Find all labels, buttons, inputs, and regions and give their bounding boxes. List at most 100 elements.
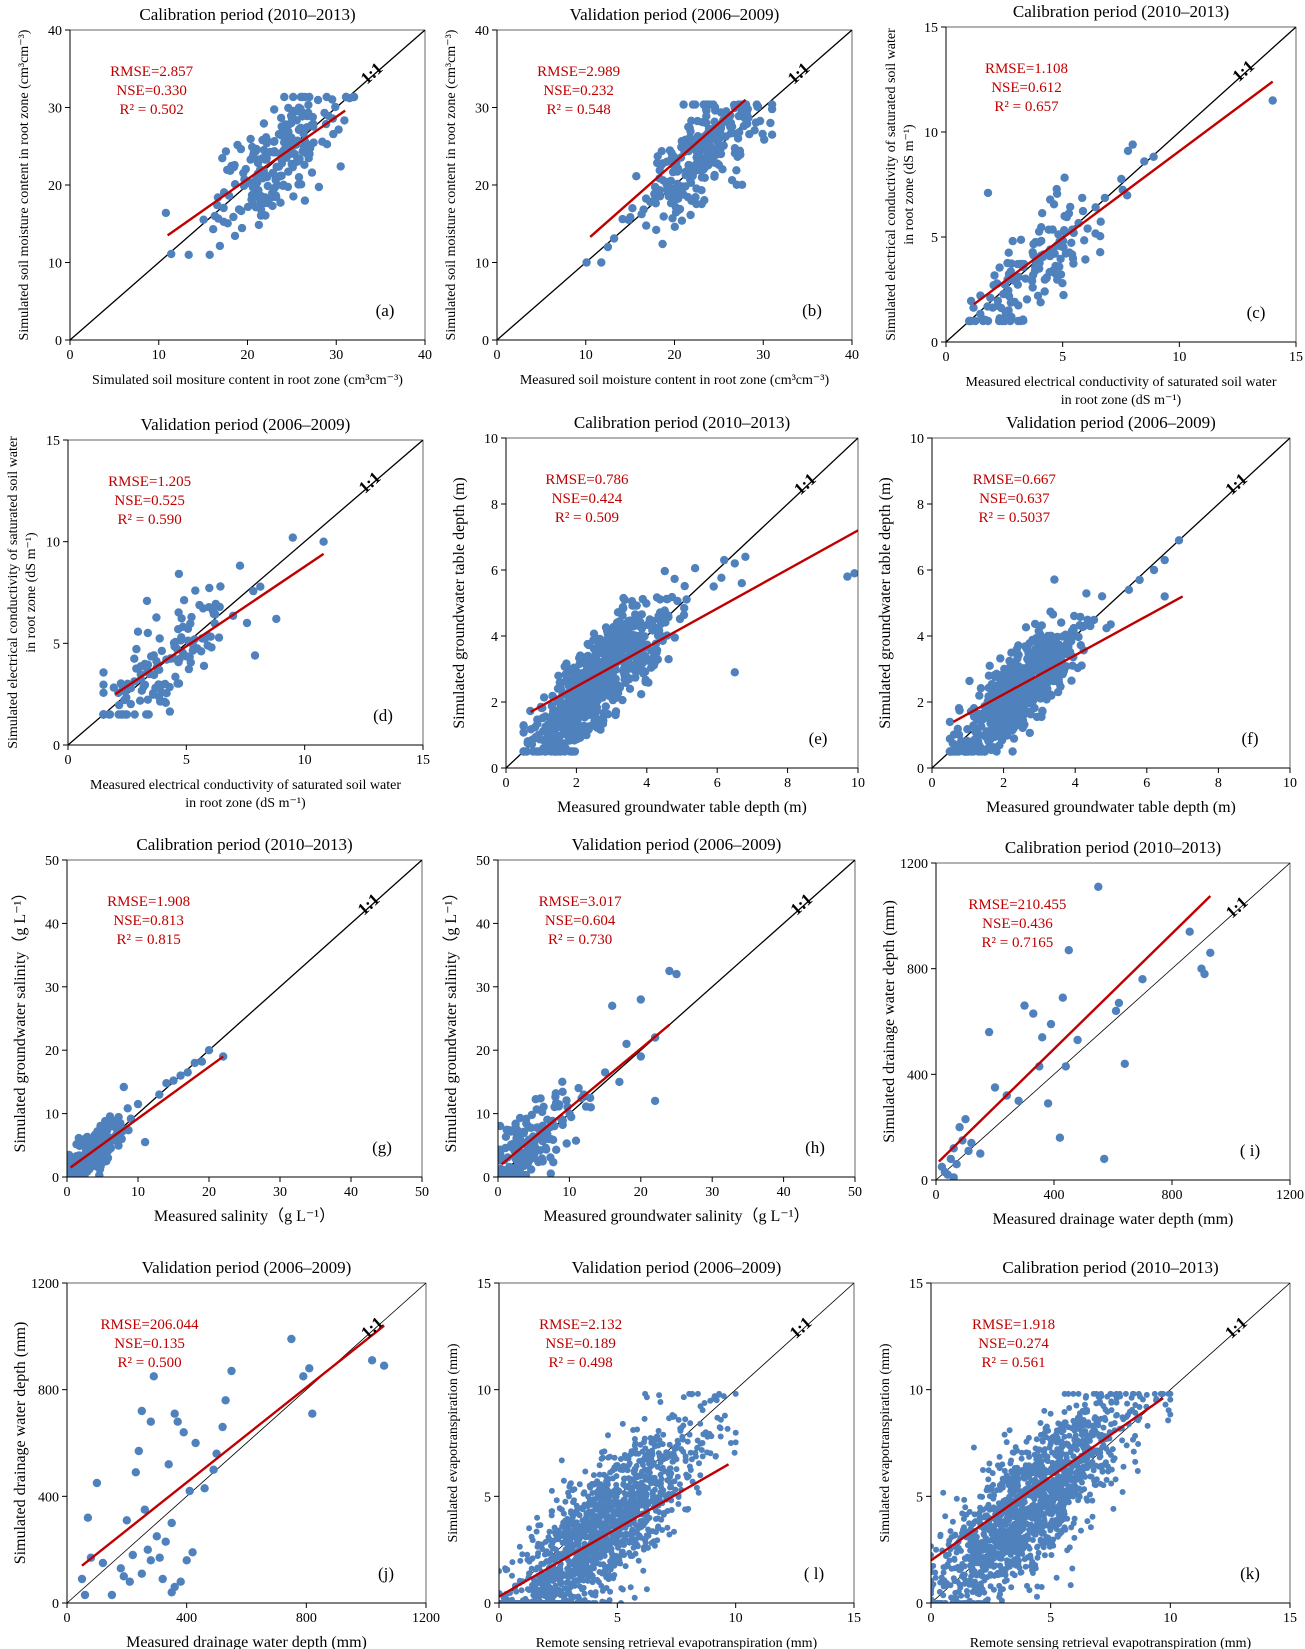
data-point bbox=[651, 1438, 658, 1445]
data-point bbox=[305, 149, 314, 159]
stat-text: RMSE=0.667 bbox=[973, 472, 1057, 488]
data-point bbox=[599, 1538, 606, 1545]
data-point bbox=[555, 1550, 562, 1557]
data-point bbox=[680, 603, 689, 613]
data-point bbox=[1028, 283, 1037, 292]
x-tick-label: 15 bbox=[1289, 350, 1303, 365]
data-point bbox=[611, 707, 621, 716]
data-point bbox=[1033, 291, 1043, 300]
data-point bbox=[675, 614, 685, 624]
data-point bbox=[1008, 747, 1017, 756]
data-point bbox=[674, 1437, 681, 1444]
x-tick-label: 30 bbox=[273, 1185, 287, 1200]
data-point bbox=[1049, 676, 1058, 686]
scatter-panel-7: Calibration period (2010–2013)0 10 20 30 40 5… bbox=[11, 835, 429, 1225]
data-point bbox=[954, 730, 964, 739]
data-point bbox=[561, 1585, 568, 1592]
data-point bbox=[684, 1474, 691, 1481]
data-point bbox=[538, 1600, 545, 1603]
data-point bbox=[130, 654, 139, 663]
data-point bbox=[602, 626, 612, 636]
data-point bbox=[732, 180, 741, 189]
data-point bbox=[582, 1468, 589, 1475]
data-point bbox=[580, 1600, 587, 1603]
data-point bbox=[1068, 1524, 1075, 1531]
data-point bbox=[623, 1491, 630, 1498]
data-point bbox=[641, 1415, 648, 1422]
y-tick-label: 1200 bbox=[31, 1277, 59, 1292]
x-tick-label: 10 bbox=[1172, 350, 1186, 365]
data-point bbox=[539, 1102, 548, 1112]
data-point bbox=[673, 1466, 680, 1473]
data-point bbox=[237, 206, 246, 216]
data-point bbox=[539, 693, 549, 702]
data-point bbox=[184, 664, 194, 674]
y-tick-label: 8 bbox=[917, 498, 924, 513]
data-point bbox=[1066, 202, 1075, 212]
data-point bbox=[600, 1068, 610, 1077]
y-axis-label: Simulated soil moisture content in root … bbox=[444, 29, 459, 340]
data-point bbox=[704, 1449, 711, 1456]
data-point bbox=[318, 137, 327, 146]
data-point bbox=[178, 622, 188, 631]
data-point bbox=[597, 1520, 604, 1527]
x-tick-label: 2 bbox=[573, 776, 580, 791]
data-point bbox=[288, 163, 297, 172]
data-point bbox=[177, 614, 186, 623]
x-tick-label: 20 bbox=[241, 348, 255, 363]
data-point bbox=[99, 688, 108, 697]
data-point bbox=[119, 1572, 128, 1581]
data-point bbox=[567, 1112, 576, 1122]
x-tick-label: 0 bbox=[495, 1185, 502, 1200]
data-point bbox=[666, 176, 676, 185]
stat-text: RMSE=206.044 bbox=[101, 1317, 200, 1333]
data-point bbox=[1038, 209, 1047, 218]
scatter-panel-6: Validation period (2006–2009)0 2 4 6 8 100246… bbox=[877, 413, 1297, 816]
data-point bbox=[1022, 644, 1031, 654]
data-point bbox=[724, 1425, 731, 1432]
x-tick-label: 0 bbox=[65, 753, 72, 768]
x-tick-label: 0 bbox=[503, 776, 510, 791]
data-point bbox=[556, 1505, 563, 1512]
data-point bbox=[1094, 882, 1103, 891]
y-tick-label: 20 bbox=[475, 179, 489, 194]
data-point bbox=[1165, 1417, 1172, 1424]
data-point bbox=[1206, 948, 1215, 957]
x-axis-label: Measured electrical conductivity of satu… bbox=[90, 778, 401, 793]
data-point bbox=[252, 174, 261, 184]
data-point bbox=[640, 1567, 647, 1574]
data-point bbox=[1087, 1524, 1094, 1531]
data-point bbox=[940, 1489, 947, 1496]
data-point bbox=[1062, 212, 1072, 222]
data-point bbox=[710, 170, 719, 180]
data-point bbox=[243, 202, 253, 212]
data-point bbox=[116, 1564, 126, 1573]
data-point bbox=[677, 1425, 684, 1432]
data-point bbox=[191, 1438, 200, 1448]
data-point bbox=[664, 655, 673, 664]
data-point bbox=[516, 1600, 523, 1603]
data-point bbox=[572, 735, 582, 744]
data-point bbox=[967, 1138, 976, 1148]
data-point bbox=[985, 661, 994, 670]
data-point bbox=[1073, 1035, 1082, 1045]
data-point bbox=[594, 1553, 601, 1560]
data-point bbox=[295, 154, 304, 163]
data-point bbox=[619, 593, 628, 603]
data-point bbox=[1124, 585, 1134, 594]
stat-text: R² = 0.500 bbox=[117, 1355, 181, 1371]
x-tick-label: 0 bbox=[494, 348, 501, 363]
data-point bbox=[519, 1551, 526, 1558]
data-point bbox=[77, 1574, 87, 1584]
data-point bbox=[188, 646, 197, 655]
data-point bbox=[581, 1520, 588, 1527]
data-point bbox=[1036, 298, 1045, 307]
data-point bbox=[693, 1484, 700, 1491]
x-axis-label: Measured groundwater table depth (m) bbox=[557, 799, 807, 816]
x-tick-label: 0 bbox=[64, 1611, 71, 1626]
data-point bbox=[1091, 203, 1100, 212]
data-point bbox=[551, 1524, 558, 1531]
data-point bbox=[588, 696, 597, 705]
data-point bbox=[1120, 1463, 1127, 1470]
data-point bbox=[214, 633, 224, 642]
